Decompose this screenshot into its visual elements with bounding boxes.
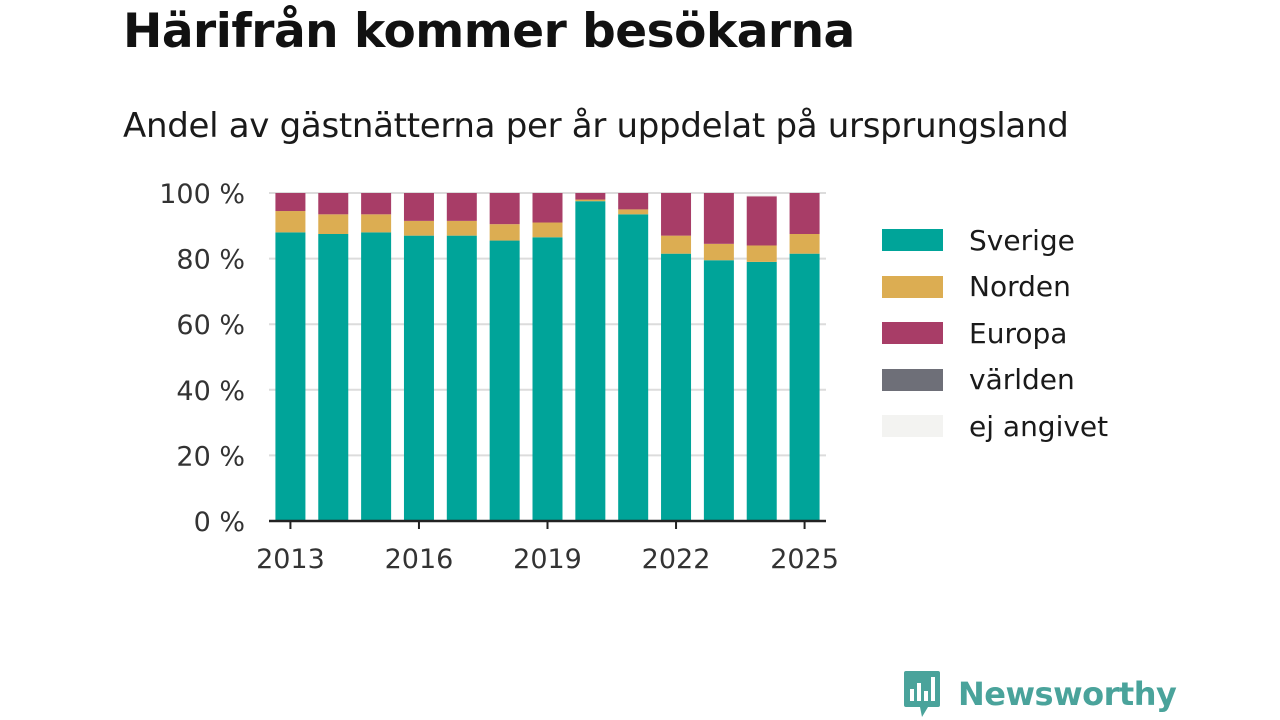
bar-segment [661,193,692,236]
legend-swatch [882,368,943,391]
bar-segment [703,260,734,521]
y-tick-label: 60 % [176,310,245,341]
legend-swatch [882,275,943,298]
bar-segment [789,193,820,234]
x-tick-label: 2022 [642,544,711,575]
bar-segment [575,193,606,200]
bar-segment [489,240,520,521]
bar-segment [532,193,563,223]
chart-legend: Sverige Norden Europa världen ej angivet [882,217,1108,450]
y-tick-label: 100 % [159,179,245,210]
bar-segment [618,193,649,210]
bar-segment [403,193,434,221]
legend-label: Sverige [969,223,1075,257]
legend-item: världen [882,357,1108,404]
bar-segment [403,235,434,521]
bar-segment [403,220,434,236]
newsworthy-logo-icon [904,671,940,717]
bar-segment [446,193,477,221]
x-tick-label: 2016 [385,544,454,575]
legend-item: ej angivet [882,403,1108,450]
bar-segment [532,222,563,238]
brand-logo: Newsworthy [902,669,1177,719]
legend-label: Europa [969,316,1068,350]
legend-swatch [882,415,943,438]
bar-segment [575,199,606,202]
x-tick-label: 2025 [770,544,839,575]
brand-name: Newsworthy [958,675,1177,713]
legend-item: Europa [882,310,1108,357]
legend-label: ej angivet [969,409,1109,443]
bar-segment [318,193,349,215]
bar-segment [446,220,477,236]
bar-segment [446,235,477,521]
bar-segment [661,253,692,521]
bar-segment [746,196,777,246]
x-tick-label: 2013 [256,544,325,575]
bar-segment [703,243,734,261]
legend-swatch [882,322,943,345]
bar-segment [318,234,349,521]
chart-title: Härifrån kommer besökarna [123,4,855,59]
bar-segment [575,201,606,521]
legend-item: Norden [882,264,1108,311]
bar-segment [489,224,520,241]
bar-segment [618,209,649,215]
y-tick-label: 40 % [176,376,245,407]
bar-segment [789,253,820,521]
chart-subtitle: Andel av gästnätterna per år uppdelat på… [123,106,1069,146]
x-tick-label: 2019 [513,544,582,575]
bar-segment [318,214,349,234]
bar-segment [746,245,777,262]
bar-segment [275,193,306,212]
bar-segment [532,237,563,521]
bar-segment [618,214,649,521]
bar-segment [489,193,520,225]
bar-segment [361,214,392,233]
legend-label: världen [969,363,1075,397]
y-tick-label: 80 % [176,245,245,276]
bar-segment [275,232,306,522]
y-tick-label: 20 % [176,441,245,472]
legend-label: Norden [969,270,1071,304]
bar-segment [361,232,392,522]
y-tick-label: 0 % [194,507,245,538]
legend-item: Sverige [882,217,1108,264]
bar-segment [703,193,734,244]
legend-swatch [882,229,943,252]
bar-segment [746,194,777,197]
bar-segment [361,193,392,215]
bar-segment [275,211,306,233]
bar-segment [746,261,777,521]
bar-segment [789,234,820,254]
bar-segment [661,235,692,254]
